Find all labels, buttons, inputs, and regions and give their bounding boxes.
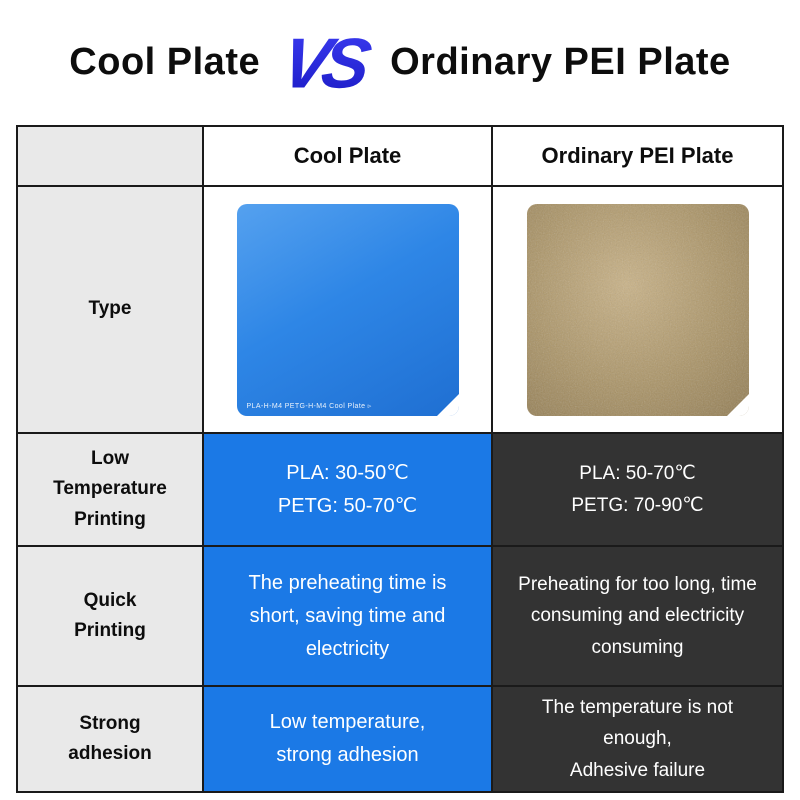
low-temp-pei-line1: PLA: 50-70℃ xyxy=(579,463,696,485)
cool-plate-image: PLA-H-M4 PETG-H-M4 Cool Plate ▹ xyxy=(236,203,459,416)
row-label-strong-adhesion: Strong adhesion xyxy=(18,687,204,791)
row-label-low-temp: Low Temperature Printing xyxy=(18,434,204,547)
adhesion-pei-line2: Adhesive failure xyxy=(569,759,706,781)
pei-texture xyxy=(526,203,749,416)
title-left: Cool Plate xyxy=(69,40,261,83)
low-temp-cool-line2: PETG: 50-70℃ xyxy=(277,494,418,517)
low-temp-cool-cell: PLA: 30-50℃ PETG: 50-70℃ xyxy=(204,434,493,547)
quick-printing-cool-text: The preheating time is short, saving tim… xyxy=(248,571,447,660)
pei-plate-image-cell xyxy=(493,187,782,434)
adhesion-pei-line1: The temperature is not enough, xyxy=(541,696,734,750)
low-temp-pei-line2: PETG: 70-90℃ xyxy=(571,494,704,516)
header-cool-plate: Cool Plate xyxy=(204,127,493,187)
row-label-quick-printing: Quick Printing xyxy=(18,547,204,687)
adhesion-cool-line2: strong adhesion xyxy=(276,744,419,766)
cool-plate-caption: PLA-H-M4 PETG-H-M4 Cool Plate ▹ xyxy=(246,402,372,410)
quick-printing-cool-cell: The preheating time is short, saving tim… xyxy=(204,547,493,687)
vs-icon: VS xyxy=(275,23,378,105)
adhesion-pei-cell: The temperature is not enough, Adhesive … xyxy=(493,687,782,791)
low-temp-cool-line1: PLA: 30-50℃ xyxy=(286,461,409,484)
title-right: Ordinary PEI Plate xyxy=(390,40,731,83)
row-label-type: Type xyxy=(18,187,204,434)
header-corner-cell xyxy=(18,127,204,187)
title-bar: Cool Plate VS Ordinary PEI Plate xyxy=(0,14,800,110)
adhesion-cool-line1: Low temperature, xyxy=(269,711,426,733)
pei-plate-image xyxy=(526,203,749,416)
comparison-table: Cool Plate Ordinary PEI Plate Type PLA-H… xyxy=(16,125,784,793)
vs-text: VS xyxy=(276,24,377,103)
plate-corner-notch xyxy=(726,393,749,416)
low-temp-pei-cell: PLA: 50-70℃ PETG: 70-90℃ xyxy=(493,434,782,547)
plate-corner-notch xyxy=(436,393,459,416)
quick-printing-pei-cell: Preheating for too long, time consuming … xyxy=(493,547,782,687)
header-pei-plate: Ordinary PEI Plate xyxy=(493,127,782,187)
adhesion-cool-cell: Low temperature, strong adhesion xyxy=(204,687,493,791)
quick-printing-pei-text: Preheating for too long, time consuming … xyxy=(518,573,757,658)
cool-plate-image-cell: PLA-H-M4 PETG-H-M4 Cool Plate ▹ xyxy=(204,187,493,434)
